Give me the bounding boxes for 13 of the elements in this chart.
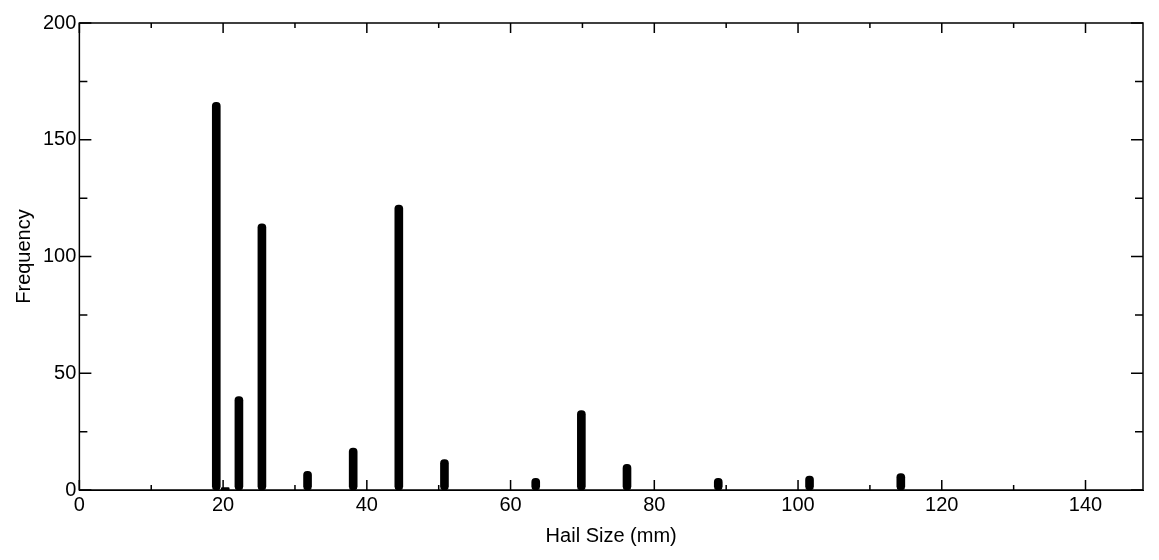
y-axis-title: Frequency	[11, 209, 34, 304]
x-tick-label: 140	[1068, 492, 1103, 515]
x-axis-title: Hail Size (mm)	[545, 523, 677, 546]
x-tick-label: 120	[925, 492, 959, 515]
y-tick-label: 150	[42, 127, 77, 150]
y-tick-label: 100	[42, 244, 77, 267]
x-tick-label: 60	[499, 492, 522, 515]
x-tick-label: 80	[643, 492, 666, 515]
y-tick-label: 200	[42, 10, 77, 33]
x-tick-label: 40	[355, 492, 378, 515]
y-tick-label: 50	[54, 360, 77, 383]
x-tick-label: 20	[211, 492, 235, 515]
x-tick-label: 100	[781, 492, 815, 515]
